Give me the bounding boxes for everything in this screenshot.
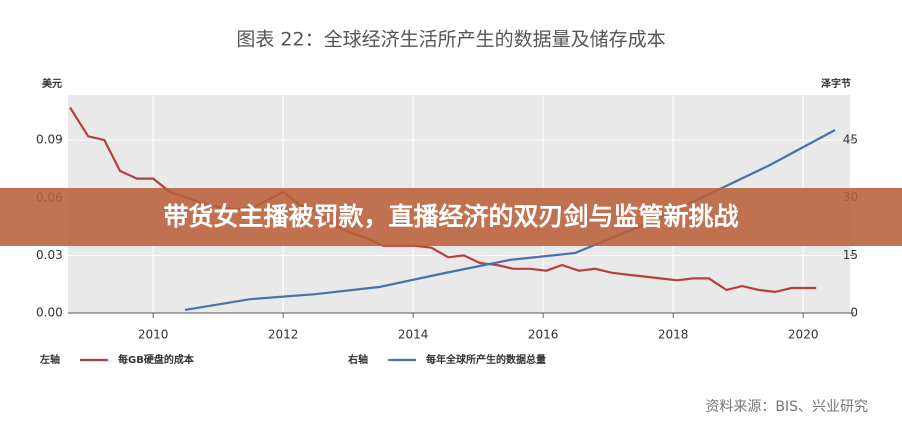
y2-unit: 泽字节 (821, 77, 851, 90)
banner: 带货女主播被罚款，直播经济的双刃剑与监管新挑战 (163, 202, 738, 231)
y2-tick-label: 0 (850, 306, 858, 320)
legend-axis: 右轴 (347, 353, 368, 366)
y2-tick-label: 15 (843, 248, 858, 262)
legend-label: 每年全球所产生的数据总量 (426, 353, 546, 366)
banner-bg (0, 188, 902, 246)
chart-title: 图表 22：全球经济生活所产生的数据量及储存成本 (236, 29, 665, 51)
y-tick-label: 0.03 (36, 248, 63, 262)
source: 资料来源：BIS、兴业研究 (705, 399, 868, 415)
legend-label: 每GB硬盘的成本 (118, 353, 195, 366)
x-tick-label: 2020 (788, 328, 819, 342)
x-tick-label: 2012 (268, 328, 299, 342)
line (184, 129, 836, 311)
y2-tick-label: 45 (843, 132, 858, 146)
x-tick-label: 2018 (658, 328, 689, 342)
y-tick-label: 0.00 (36, 306, 63, 320)
x-tick-label: 2016 (528, 328, 559, 342)
y-unit: 美元 (42, 77, 62, 90)
x-tick-label: 2010 (138, 328, 169, 342)
legend-axis: 左轴 (39, 353, 60, 366)
y-tick-label: 0.09 (36, 133, 63, 147)
x-tick-label: 2014 (398, 328, 429, 342)
